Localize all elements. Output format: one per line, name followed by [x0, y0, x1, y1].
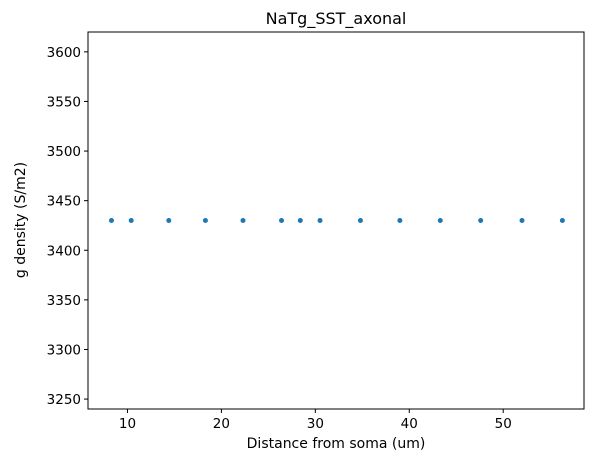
data-point	[478, 218, 484, 223]
data-point	[202, 218, 208, 223]
y-tick-label: 3350	[47, 293, 81, 309]
y-tick-label: 3400	[47, 243, 81, 259]
data-point	[519, 218, 525, 223]
x-tick-label: 40	[401, 416, 418, 432]
data-point	[166, 218, 172, 223]
y-axis-label: g density (S/m2)	[13, 162, 29, 278]
chart-title: NaTg_SST_axonal	[266, 9, 407, 29]
y-tick-label: 3600	[47, 45, 81, 61]
data-point	[437, 218, 443, 223]
ticks-layer: 10 20 30 40 50 3250 3300 3350 3400 3450 3500 3550 36…	[47, 45, 512, 432]
data-point	[397, 218, 403, 223]
data-point	[128, 218, 134, 223]
x-tick-label: 20	[213, 416, 230, 432]
points-layer	[108, 218, 565, 223]
y-tick-label: 3300	[47, 342, 81, 358]
data-point	[240, 218, 246, 223]
data-point	[108, 218, 114, 223]
x-tick-label: 30	[307, 416, 324, 432]
x-axis-label: Distance from soma (um)	[247, 436, 426, 452]
plot-frame	[87, 31, 585, 410]
y-tick-label: 3500	[47, 144, 81, 160]
data-point	[559, 218, 565, 223]
data-point	[297, 218, 303, 223]
x-tick-label: 10	[119, 416, 136, 432]
x-tick-label: 50	[495, 416, 512, 432]
y-tick-label: 3550	[47, 94, 81, 110]
data-point	[279, 218, 285, 223]
y-tick-label: 3450	[47, 194, 81, 210]
data-point	[357, 218, 363, 223]
data-point	[317, 218, 323, 223]
y-tick-label: 3250	[47, 392, 81, 408]
